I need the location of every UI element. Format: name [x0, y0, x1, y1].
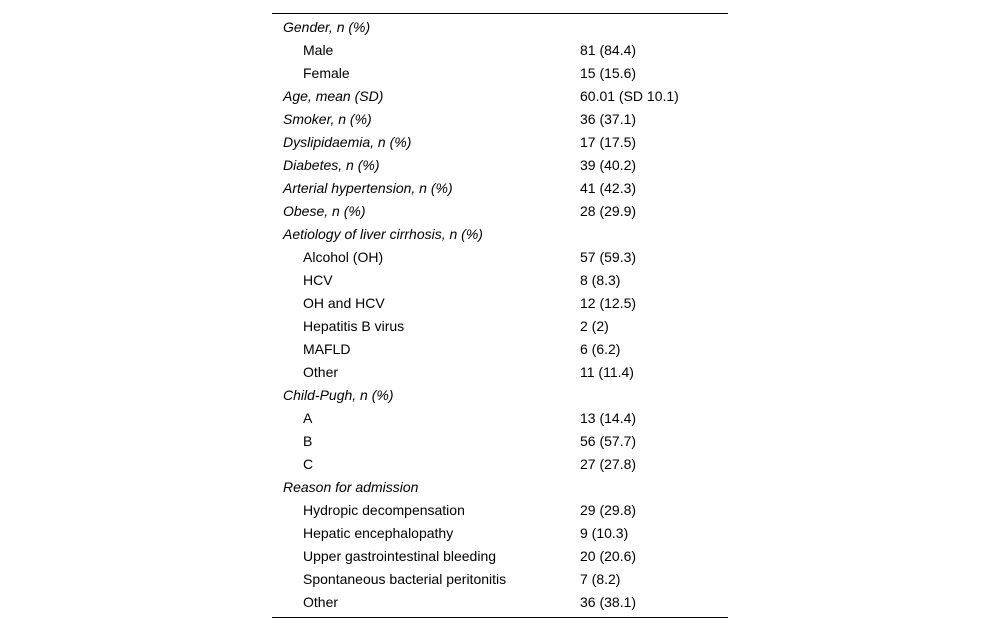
row-label: Smoker, n (%) [283, 111, 372, 127]
row-label: Hepatic encephalopathy [303, 525, 454, 541]
row-label: Obese, n (%) [283, 203, 366, 219]
row-label: Gender, n (%) [283, 19, 371, 35]
row-value: 81 (84.4) [580, 42, 637, 58]
table-row: Hepatic encephalopathy 9 (10.3) [272, 522, 728, 545]
row-label: Reason for admission [283, 479, 419, 495]
row-value: 9 (10.3) [580, 525, 629, 541]
table-row: Dyslipidaemia, n (%) 17 (17.5) [272, 131, 728, 154]
row-value: 36 (37.1) [580, 111, 637, 127]
row-label: Spontaneous bacterial peritonitis [303, 571, 507, 587]
row-value: 13 (14.4) [580, 410, 637, 426]
row-label: A [303, 410, 313, 426]
row-value: 15 (15.6) [580, 65, 637, 81]
row-label: Other [303, 594, 339, 610]
row-label: B [303, 433, 313, 449]
table-row: Upper gastrointestinal bleeding 20 (20.6… [272, 545, 728, 568]
table-row: Other 11 (11.4) [272, 361, 728, 384]
row-value: 28 (29.9) [580, 203, 637, 219]
row-label: Other [303, 364, 339, 380]
row-label: Child-Pugh, n (%) [283, 387, 394, 403]
row-label: HCV [303, 272, 333, 288]
table-row: Hydropic decompensation 29 (29.8) [272, 499, 728, 522]
row-label: Male [303, 42, 334, 58]
row-label: Hydropic decompensation [303, 502, 465, 518]
table-row: OH and HCV 12 (12.5) [272, 292, 728, 315]
table-row: MAFLD 6 (6.2) [272, 338, 728, 361]
table-row: Obese, n (%) 28 (29.9) [272, 200, 728, 223]
row-label: Female [303, 65, 350, 81]
table-row: Female 15 (15.6) [272, 62, 728, 85]
table-row: Child-Pugh, n (%) [272, 384, 728, 407]
table-row: HCV 8 (8.3) [272, 269, 728, 292]
table-row: Aetiology of liver cirrhosis, n (%) [272, 223, 728, 246]
row-label: Diabetes, n (%) [283, 157, 380, 173]
row-value: 20 (20.6) [580, 548, 637, 564]
table-row: Male 81 (84.4) [272, 39, 728, 62]
row-value: 12 (12.5) [580, 295, 637, 311]
row-value: 36 (38.1) [580, 594, 637, 610]
row-label: Arterial hypertension, n (%) [283, 180, 453, 196]
row-value: 2 (2) [580, 318, 609, 334]
row-label: C [303, 456, 314, 472]
table-row: C 27 (27.8) [272, 453, 728, 476]
table-body: Gender, n (%) Male 81 (84.4) Female 15 (… [272, 16, 728, 614]
row-label: Dyslipidaemia, n (%) [283, 134, 412, 150]
table-row: Spontaneous bacterial peritonitis 7 (8.2… [272, 568, 728, 591]
row-label: Aetiology of liver cirrhosis, n (%) [283, 226, 483, 242]
table-row: Alcohol (OH) 57 (59.3) [272, 246, 728, 269]
row-label: Age, mean (SD) [283, 88, 384, 104]
row-label: MAFLD [303, 341, 351, 357]
row-value: 57 (59.3) [580, 249, 637, 265]
table-row: Gender, n (%) [272, 16, 728, 39]
table-row: Diabetes, n (%) 39 (40.2) [272, 154, 728, 177]
row-value: 27 (27.8) [580, 456, 637, 472]
row-value: 60.01 (SD 10.1) [580, 88, 679, 104]
table-row: Smoker, n (%) 36 (37.1) [272, 108, 728, 131]
row-value: 8 (8.3) [580, 272, 621, 288]
table-row: A 13 (14.4) [272, 407, 728, 430]
row-label: Upper gastrointestinal bleeding [303, 548, 497, 564]
table-row: Hepatitis B virus 2 (2) [272, 315, 728, 338]
row-label: Alcohol (OH) [303, 249, 384, 265]
row-value: 41 (42.3) [580, 180, 637, 196]
row-value: 56 (57.7) [580, 433, 637, 449]
row-value: 7 (8.2) [580, 571, 621, 587]
table-row: Reason for admission [272, 476, 728, 499]
table-row: B 56 (57.7) [272, 430, 728, 453]
row-value: 11 (11.4) [580, 364, 634, 380]
table-row: Other 36 (38.1) [272, 591, 728, 614]
row-value: 6 (6.2) [580, 341, 621, 357]
row-value: 29 (29.8) [580, 502, 637, 518]
row-value: 39 (40.2) [580, 157, 637, 173]
row-label: OH and HCV [303, 295, 385, 311]
table-row: Arterial hypertension, n (%) 41 (42.3) [272, 177, 728, 200]
row-label: Hepatitis B virus [303, 318, 405, 334]
patient-characteristics-table: Gender, n (%) Male 81 (84.4) Female 15 (… [272, 13, 728, 618]
table-row: Age, mean (SD) 60.01 (SD 10.1) [272, 85, 728, 108]
row-value: 17 (17.5) [580, 134, 637, 150]
